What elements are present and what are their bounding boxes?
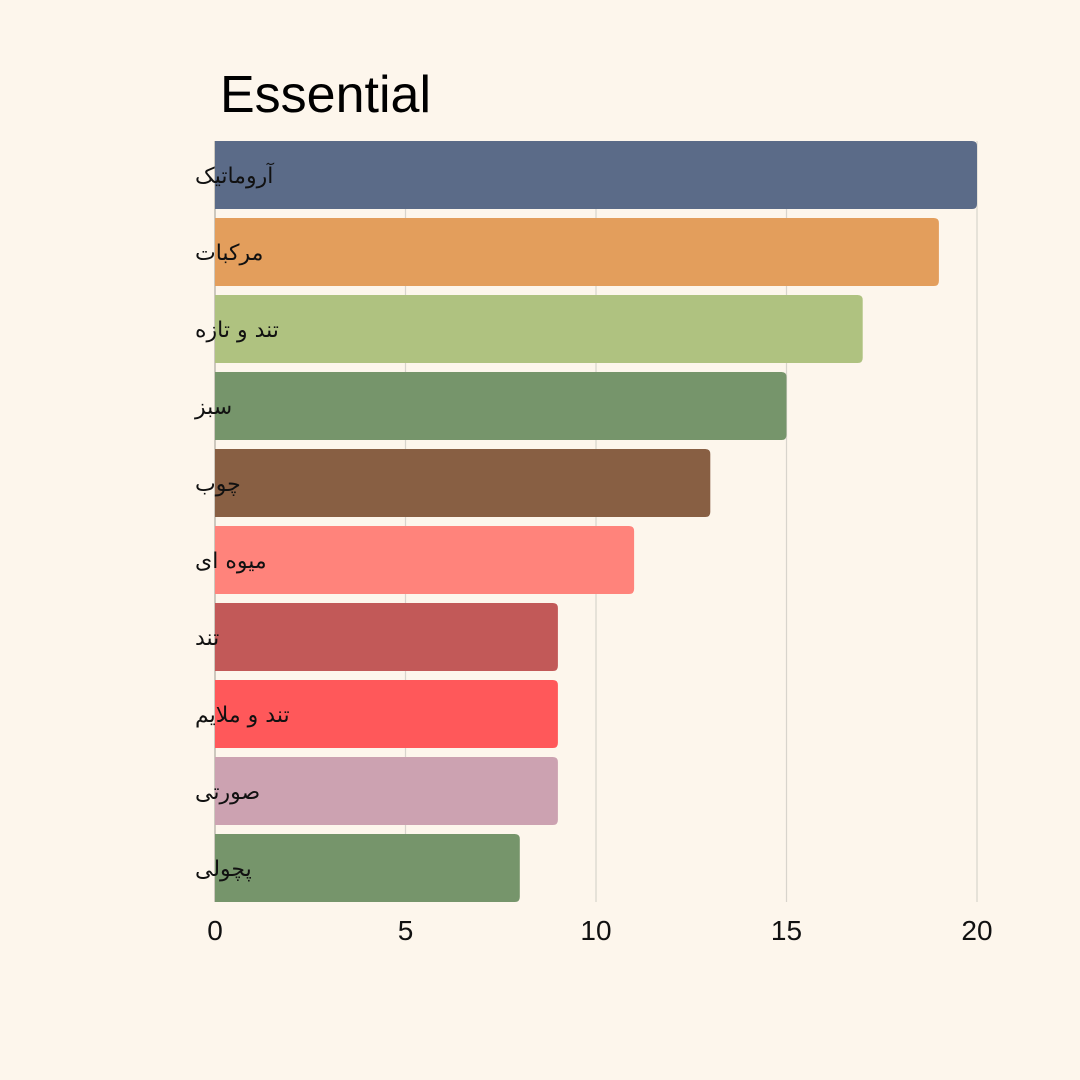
category-label: آروماتیک — [195, 162, 274, 189]
bar — [215, 834, 520, 902]
bar — [215, 141, 977, 209]
category-label: میوه ای — [195, 549, 267, 574]
category-label: تند و تازه — [195, 318, 279, 343]
bar — [215, 449, 711, 517]
bar — [215, 680, 558, 748]
x-tick-label: 5 — [398, 915, 414, 946]
bar — [215, 757, 558, 825]
category-label: تند — [195, 626, 219, 651]
x-tick-label: 20 — [961, 915, 992, 946]
category-label: تند و ملایم — [195, 703, 290, 728]
x-tick-label: 10 — [580, 915, 611, 946]
bar — [215, 526, 635, 594]
bar — [215, 372, 787, 440]
category-label: پچولی — [195, 857, 252, 882]
x-axis-ticks: 0 5 10 15 20 — [207, 915, 992, 946]
category-label: سبز — [194, 395, 232, 420]
bars — [215, 141, 977, 902]
category-label: چوب — [195, 472, 241, 497]
bar — [215, 295, 863, 363]
category-label: مرکبات — [195, 241, 263, 266]
chart-title: Essential — [220, 66, 431, 124]
bar — [215, 218, 939, 286]
x-tick-label: 0 — [207, 915, 223, 946]
bar — [215, 603, 558, 671]
category-label: صورتی — [195, 780, 260, 805]
category-labels: آروماتیک مرکبات تند و تازه سبز چوب میوه ای تند… — [194, 162, 290, 882]
x-tick-label: 15 — [771, 915, 802, 946]
